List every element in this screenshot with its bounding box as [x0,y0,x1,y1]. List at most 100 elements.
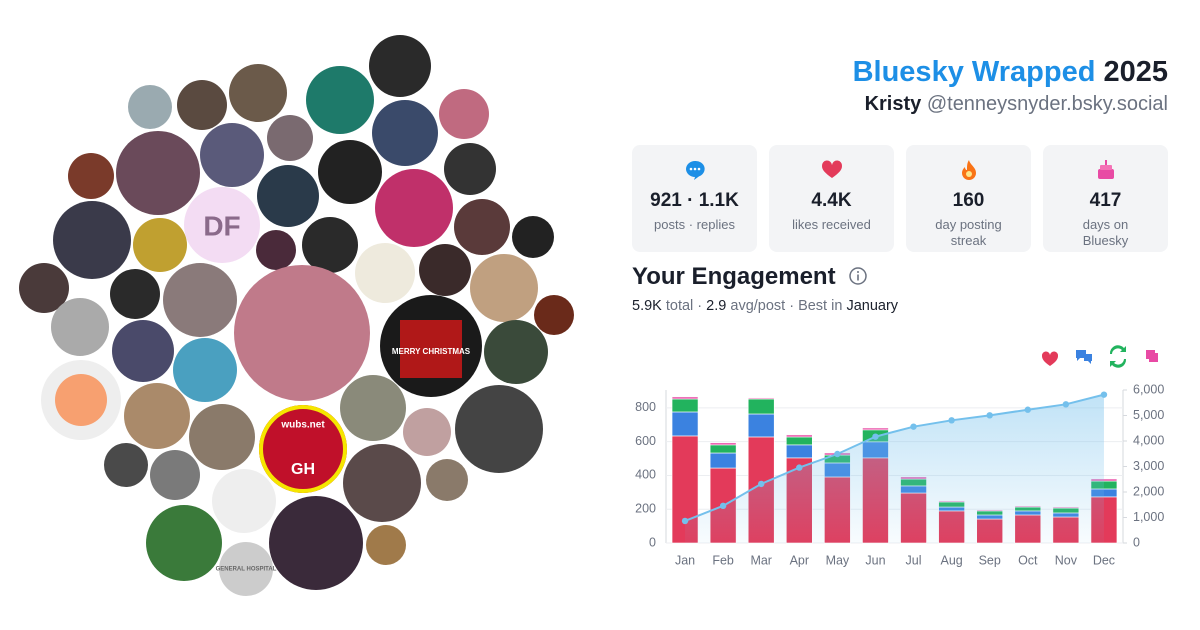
legend-item[interactable] [1109,345,1127,368]
avatar [269,496,363,590]
daisy [55,374,107,426]
user: Kristy @tenneysnyder.bsky.social [853,93,1168,116]
avatar [470,254,538,322]
summary-part: total · [665,298,703,314]
bar-segment [671,396,699,400]
line-point [948,417,955,424]
line-point [1024,406,1031,413]
avatar [177,80,227,130]
bar-segment [709,442,737,446]
avatar [267,115,313,161]
x-tick-label: Mar [750,553,772,567]
bar-segment [785,436,813,446]
x-tick-label: Feb [712,553,734,567]
x-tick-label: Nov [1055,553,1078,567]
x-tick-label: Dec [1093,553,1115,567]
summary-part: 5.9K [632,298,662,314]
avatar [343,444,421,522]
bar-segment [1052,506,1080,509]
stat-card: 417 days on Bluesky [1043,145,1168,252]
line [684,393,1105,522]
avatar [355,243,415,303]
legend-item[interactable] [1146,350,1158,362]
avatar [372,100,438,166]
x-tick-label: May [826,553,850,567]
bar-segment [709,467,737,544]
x-tick-label: Apr [790,553,809,567]
collage-text: GENERAL HOSPITAL [216,567,277,573]
line-point [1100,391,1108,398]
bar-segment [976,510,1004,516]
bar-segment [1090,478,1118,482]
y2-tick-label: 1,000 [1133,510,1164,524]
stat-value: 417 [1089,190,1122,211]
info-icon[interactable] [848,266,868,286]
bar-segment [862,441,889,459]
avatar [302,217,358,273]
legend-item[interactable] [1076,350,1092,364]
stat-label: days on Bluesky [1082,217,1129,248]
avatar [200,123,264,187]
card-image [400,320,462,378]
stat-value: 160 [952,190,985,211]
y-tick-label: 800 [635,400,656,414]
x-tick-label: Oct [1018,553,1038,567]
avatar [53,201,131,279]
avatar [403,408,451,456]
bar-segment [1090,488,1118,498]
legend-item[interactable] [1041,351,1059,366]
line-point [758,480,765,488]
avatar [19,263,69,313]
avatar [455,385,543,473]
bar-segment [976,514,1004,520]
avatar [104,443,148,487]
bar-segment [1052,512,1080,518]
bar-segment [1090,496,1118,544]
avatar [146,505,222,581]
bar-segment [862,457,889,544]
bar-segment [862,427,889,431]
stat-label: posts · replies [654,217,735,232]
avatar [150,450,200,500]
bar-segment [671,398,699,413]
avatar [512,216,554,258]
avatar-ring [259,405,347,493]
line-point [719,502,727,510]
summary-part: January [846,298,899,314]
avatar [419,244,471,296]
bar-segment [824,462,851,478]
avatar [259,405,347,493]
summary-part: avg/post · Best in [730,298,843,314]
bar-segment [671,435,699,544]
avatar [51,298,109,356]
bar-segment [824,454,851,464]
avatar [112,320,174,382]
bar-segment [1052,507,1080,514]
bar-segment [1014,505,1042,508]
display-name: Kristy [864,93,922,115]
avatar [189,404,255,470]
x-tick-label: Jan [675,553,695,567]
legend-icon [1146,350,1158,362]
section-title-text: Your Engagement [632,263,836,290]
avatar [426,459,468,501]
collage-text: MERRY CHRISTMAS [392,347,471,356]
bar-segment [824,476,851,544]
bar-segment [1014,506,1042,512]
header: Bluesky Wrapped 2025 Kristy @tenneysnyde… [853,56,1168,116]
avatar [439,89,489,139]
stat-card: 921 · 1.1K posts · replies [632,145,757,252]
bar-segment [1052,516,1080,544]
icon [1097,160,1114,179]
bar-segment [709,452,737,469]
line-point [681,517,689,525]
bar-segment [824,452,851,456]
y2-tick-label: 5,000 [1133,408,1164,422]
icon [961,160,976,180]
handle: @tenneysnyder.bsky.social [926,93,1168,115]
avatar [366,525,406,565]
avatar [484,320,548,384]
x-tick-label: Aug [941,553,963,567]
bar-segment [785,434,813,438]
line-point [872,433,879,440]
